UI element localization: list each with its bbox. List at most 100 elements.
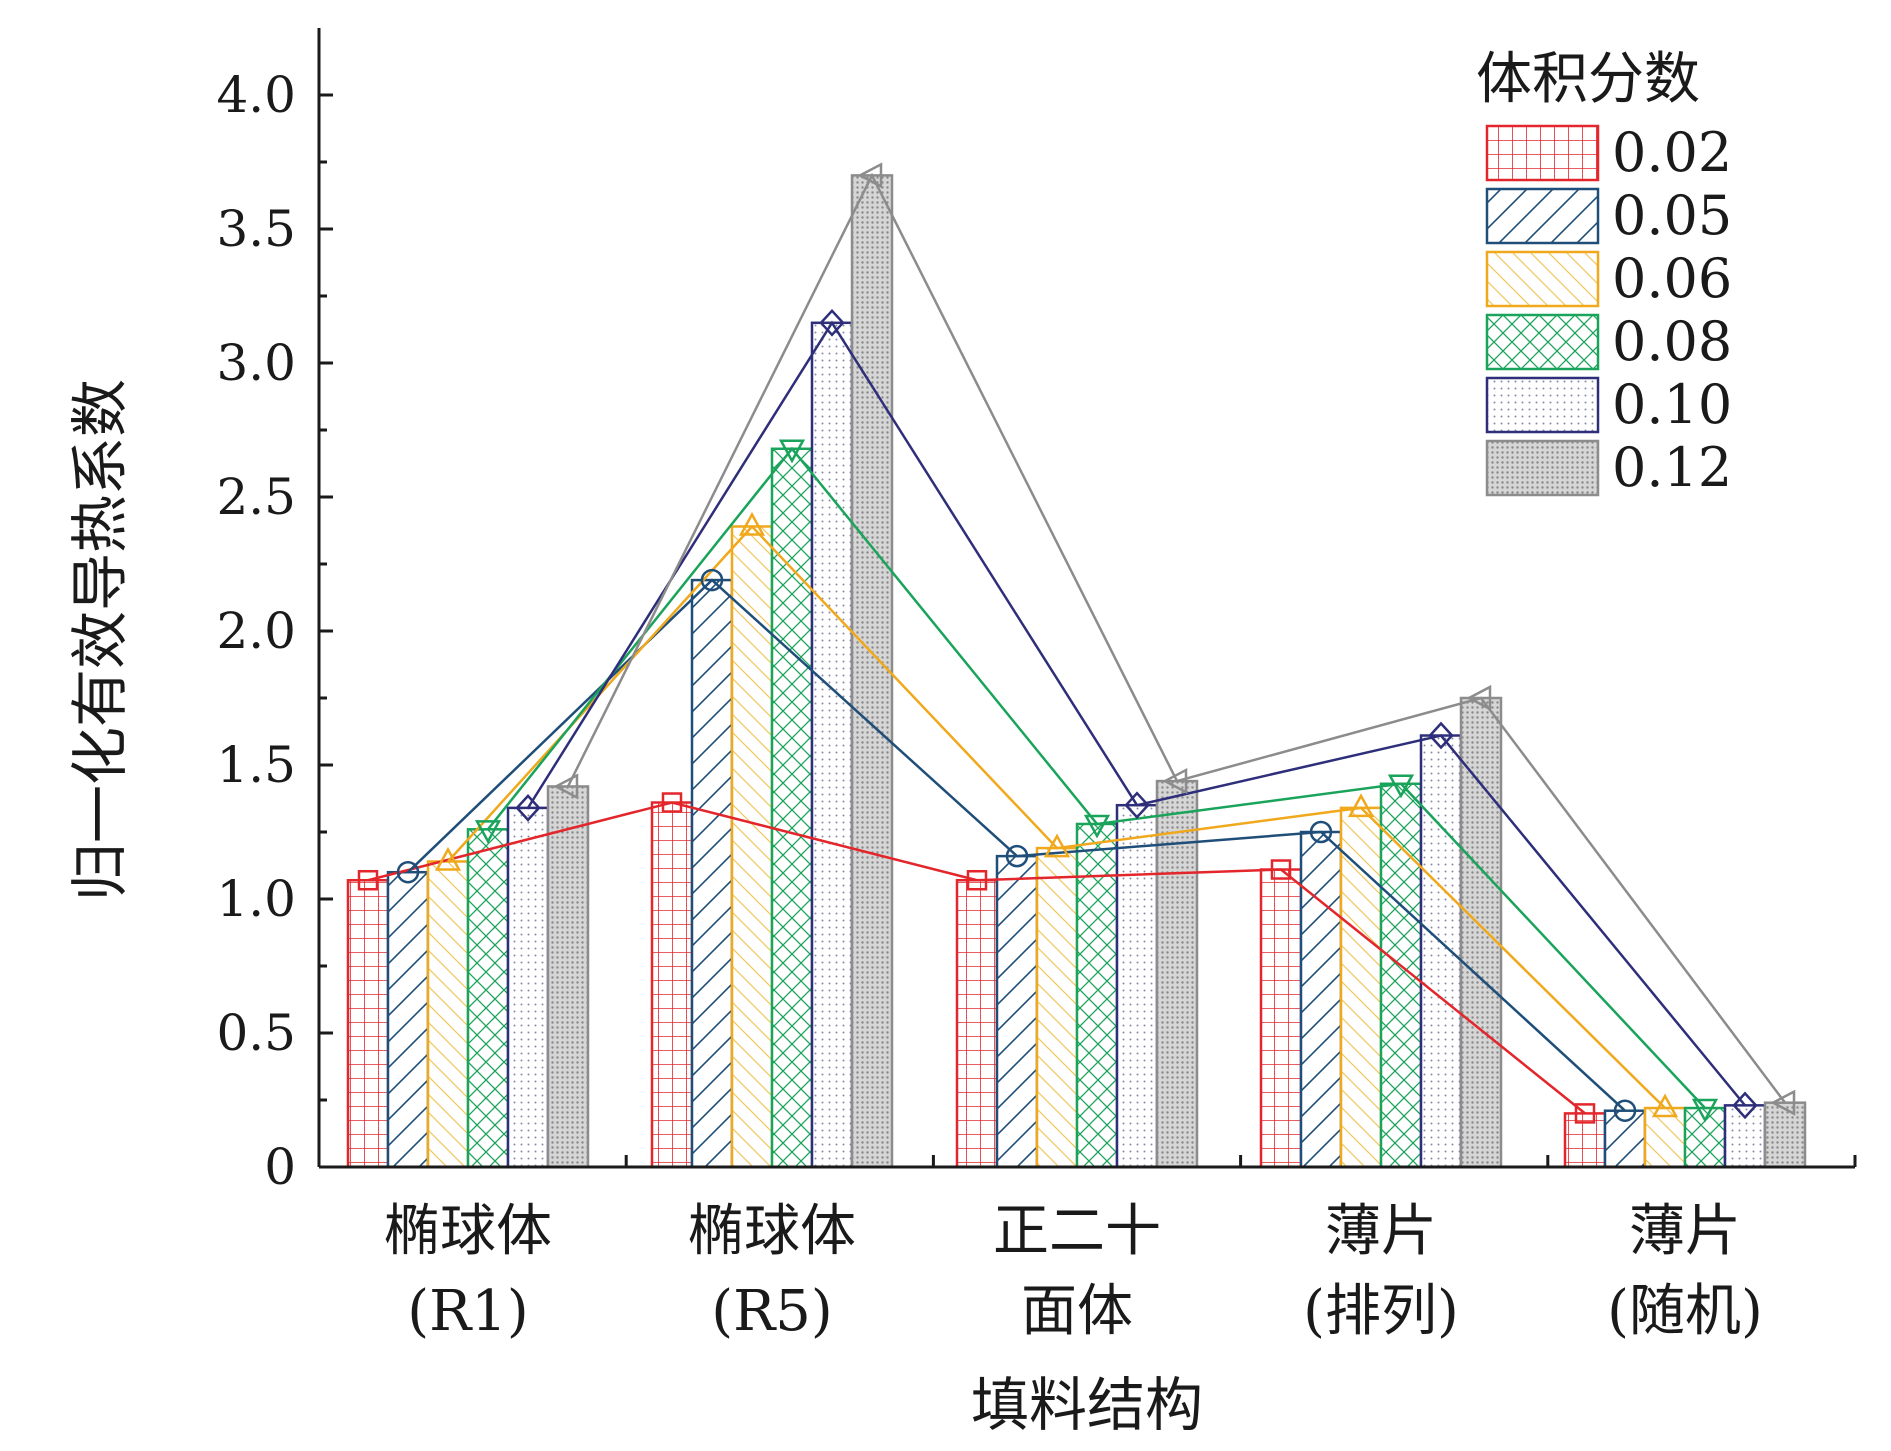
legend-label-0.05: 0.05	[1612, 184, 1732, 247]
x-category-label-line1: 椭球体	[688, 1199, 856, 1264]
marker-0.05-3	[1309, 820, 1333, 844]
legend-title: 体积分数	[1476, 47, 1700, 112]
marker-0.05-4	[1613, 1099, 1637, 1122]
marker-0.02-0	[357, 869, 379, 891]
bar-0.05-0	[386, 870, 430, 1169]
marker-0.08-2	[1083, 814, 1111, 839]
bar-0.08-4	[1683, 1106, 1727, 1169]
x-category-label-line1: 薄片	[1629, 1199, 1741, 1264]
legend-label-0.12: 0.12	[1612, 436, 1732, 499]
bar-0.10-0	[506, 806, 550, 1169]
marker-0.05-0	[396, 860, 420, 884]
marker-0.12-0	[553, 773, 579, 800]
bar-0.08-1	[770, 447, 814, 1169]
x-category-label-line2: (R5)	[711, 1279, 833, 1344]
marker-0.12-1	[857, 162, 883, 189]
x-category-label-line2: 面体	[1021, 1279, 1133, 1344]
x-category-label-line1: 正二十	[993, 1199, 1161, 1264]
bar-0.02-0	[346, 878, 390, 1169]
legend-swatch-0.10	[1485, 376, 1600, 434]
marker-0.05-2	[1005, 844, 1029, 868]
legend: 体积分数 0.020.050.060.080.100.12	[1476, 47, 1732, 499]
marker-0.10-3	[1428, 721, 1454, 750]
marker-0.12-4	[1770, 1089, 1796, 1116]
bar-0.10-2	[1115, 803, 1159, 1169]
marker-0.08-0	[474, 820, 502, 844]
y-tick-label: 1.0	[216, 870, 296, 928]
marker-0.12-2	[1162, 768, 1188, 795]
marker-0.02-4	[1574, 1103, 1596, 1124]
y-tick-label: 3.0	[216, 334, 296, 392]
marker-0.12-3	[1466, 684, 1492, 712]
marker-0.10-4	[1732, 1091, 1758, 1120]
y-tick-label: 0	[264, 1138, 296, 1196]
y-tick-label: 2.0	[216, 602, 296, 660]
series-line-0.02	[367, 801, 1586, 1115]
y-axis-ticks: 0 0.5 1.0 1.5 2.0 2.5 3.0 3.5 4.0	[216, 66, 333, 1196]
bar-0.08-3	[1379, 782, 1423, 1169]
bar-0.06-2	[1035, 846, 1079, 1169]
y-tick-label: 2.5	[216, 468, 296, 526]
y-tick-label: 4.0	[216, 66, 296, 124]
marker-0.10-0	[515, 794, 541, 822]
x-axis-ticks	[317, 1155, 1857, 1167]
bar-0.10-3	[1419, 734, 1463, 1169]
markers-layer	[357, 162, 1796, 1124]
bar-0.05-4	[1603, 1109, 1647, 1169]
x-category-label-line1: 椭球体	[384, 1199, 552, 1264]
legend-swatch-0.08	[1485, 313, 1600, 371]
marker-0.06-2	[1043, 833, 1071, 858]
bar-0.12-1	[850, 174, 894, 1169]
bar-0.02-3	[1259, 868, 1303, 1169]
bar-0.12-2	[1155, 779, 1199, 1169]
legend-label-0.02: 0.02	[1612, 121, 1732, 184]
bar-0.05-3	[1299, 830, 1343, 1169]
bar-0.06-3	[1339, 806, 1383, 1169]
marker-0.10-2	[1124, 791, 1150, 820]
series-line-0.06	[447, 524, 1666, 1109]
marker-0.02-2	[966, 869, 988, 891]
series-line-0.08	[487, 446, 1706, 1109]
marker-0.06-3	[1347, 793, 1375, 818]
bars-layer	[346, 174, 1807, 1169]
marker-0.06-0	[434, 846, 462, 871]
series-lines-layer	[367, 172, 1786, 1115]
legend-label-0.06: 0.06	[1612, 247, 1732, 310]
marker-0.02-1	[661, 792, 683, 813]
legend-swatch-0.12	[1485, 439, 1600, 497]
marker-0.05-1	[700, 568, 724, 592]
x-category-label-line1: 薄片	[1325, 1199, 1437, 1264]
bar-0.08-0	[466, 828, 510, 1169]
bar-0.06-0	[426, 860, 470, 1169]
x-category-label-line2: (R1)	[407, 1279, 529, 1344]
bar-0.06-1	[730, 525, 774, 1169]
x-category-label-line2: (排列)	[1303, 1279, 1459, 1344]
bar-0.02-2	[955, 878, 999, 1169]
x-category-label-line2: (随机)	[1607, 1279, 1763, 1344]
bar-0.02-1	[650, 801, 694, 1169]
legend-swatch-0.06	[1485, 250, 1600, 308]
marker-0.08-1	[778, 439, 806, 464]
bar-0.05-2	[995, 854, 1039, 1169]
bar-0.10-1	[810, 321, 854, 1169]
legend-swatch-0.05	[1485, 187, 1600, 245]
y-tick-label: 1.5	[216, 736, 296, 794]
bar-0.12-4	[1763, 1101, 1807, 1169]
bar-0.05-1	[690, 578, 734, 1169]
marker-0.06-4	[1651, 1093, 1679, 1118]
marker-0.06-1	[738, 511, 766, 536]
legend-label-0.08: 0.08	[1612, 310, 1732, 373]
bar-0.12-0	[546, 785, 590, 1169]
marker-0.08-3	[1387, 774, 1415, 799]
bar-0.10-4	[1723, 1104, 1767, 1169]
y-tick-label: 3.5	[216, 200, 296, 258]
marker-0.02-3	[1270, 859, 1292, 880]
y-tick-label: 0.5	[216, 1004, 296, 1062]
x-axis-title: 填料结构	[971, 1371, 1203, 1439]
marker-0.08-4	[1691, 1098, 1719, 1123]
series-line-0.10	[526, 320, 1746, 1107]
marker-0.10-1	[819, 308, 845, 337]
